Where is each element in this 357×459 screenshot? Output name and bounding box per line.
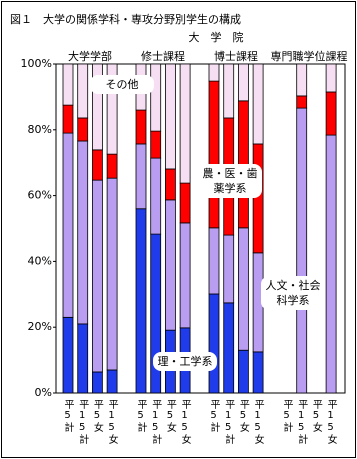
y-tick-label: 20% <box>28 320 52 333</box>
x-tick-label: 平15計 <box>223 399 235 445</box>
bar-segment <box>237 227 249 351</box>
x-tick-label: 平5計 <box>281 399 293 433</box>
bar-segment <box>106 63 118 155</box>
bar-segment <box>296 107 308 394</box>
bar-segment <box>106 177 118 371</box>
bar-segment <box>92 149 103 181</box>
y-tick-label: 80% <box>28 123 52 136</box>
bar-segment <box>106 153 118 179</box>
bar-segment <box>164 199 176 331</box>
y-tick-label: 40% <box>28 254 52 267</box>
bar-segment <box>237 349 249 394</box>
bar-segment <box>325 91 337 136</box>
bar-segment <box>208 63 220 82</box>
bar-segment <box>296 95 308 109</box>
series-label-text: 人文・社会科学系 <box>261 276 325 310</box>
bar-segment <box>92 179 103 373</box>
bar-segment <box>179 222 191 329</box>
bar-segment <box>135 143 147 210</box>
bar-segment <box>62 316 74 394</box>
series-label-text: 理・工学系 <box>153 352 217 371</box>
x-tick-label: 平15女 <box>106 399 118 445</box>
bar-segment <box>62 104 74 134</box>
x-tick-label: 平5計 <box>62 399 74 433</box>
chart-title: 図１ 大学の関係学科・専攻分野別学生の構成 <box>10 12 241 26</box>
series-label: 農・医・歯薬学系 <box>198 164 262 198</box>
bar-segment <box>325 134 337 394</box>
group-label: 博士課程 <box>214 49 258 63</box>
x-tick-label: 平5女 <box>91 399 103 433</box>
bar-segment <box>208 227 220 295</box>
x-tick-label: 平5女 <box>310 399 322 433</box>
y-tick-label: 60% <box>28 189 52 202</box>
bar-segment <box>135 109 147 145</box>
bar-segment <box>62 132 74 318</box>
x-tick-label: 平15女 <box>179 399 191 445</box>
x-tick-label: 平15計 <box>296 399 308 445</box>
bar-segment <box>77 63 89 119</box>
series-label: 理・工学系 <box>153 352 217 371</box>
bar-segment <box>223 63 235 119</box>
bar-segment <box>77 323 89 394</box>
group-label: 大学学部 <box>68 49 112 63</box>
bar-segment <box>179 63 191 184</box>
bar-segment <box>92 63 103 151</box>
bar-segment <box>208 80 220 229</box>
bar-segment <box>92 371 103 394</box>
bar-segment <box>164 168 176 201</box>
series-label-text: その他 <box>90 75 154 94</box>
x-tick-label: 平15計 <box>77 399 89 445</box>
bar-segment <box>252 351 264 394</box>
x-tick-label: 平15女 <box>325 399 337 445</box>
super-label: 大 学 院 <box>189 30 244 44</box>
bar-segment <box>296 63 308 97</box>
series-label: 人文・社会科学系 <box>261 276 325 310</box>
bar-segment <box>164 63 176 170</box>
bar-segment <box>237 63 249 102</box>
plot-frame <box>55 63 346 394</box>
bar-segment <box>62 63 74 106</box>
series-label-text: 農・医・歯薬学系 <box>198 164 262 198</box>
group-label: 専門職学位課程 <box>271 49 348 63</box>
x-tick-label: 平5女 <box>164 399 176 433</box>
x-tick-label: 平5計 <box>135 399 147 433</box>
x-tick-label: 平15計 <box>150 399 162 445</box>
bar-segment <box>325 63 337 93</box>
bar-segment <box>150 130 162 159</box>
y-tick-label: 100% <box>21 57 52 70</box>
bar-segment <box>150 157 162 235</box>
bar-segment <box>252 63 264 145</box>
x-tick-label: 平5女 <box>237 399 249 433</box>
bar-segment <box>223 234 235 304</box>
x-tick-label: 平15女 <box>252 399 264 445</box>
bar-segment <box>77 140 89 325</box>
x-tick-label: 平5計 <box>208 399 220 433</box>
group-label: 修士課程 <box>141 49 185 63</box>
bar-segment <box>150 63 162 132</box>
series-label: その他 <box>90 75 154 94</box>
bar-segment <box>77 117 89 142</box>
bar-segment <box>106 369 118 394</box>
y-tick-label: 0% <box>35 386 52 399</box>
